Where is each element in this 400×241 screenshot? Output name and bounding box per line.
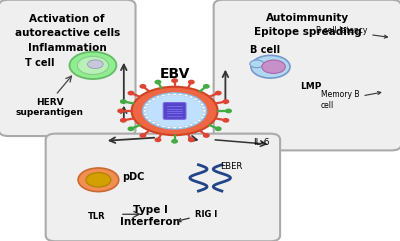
Circle shape	[167, 126, 170, 128]
Text: Epitope spreading: Epitope spreading	[254, 27, 361, 37]
Circle shape	[120, 100, 126, 103]
Text: Autoimmunity: Autoimmunity	[266, 13, 349, 23]
Text: Activation of: Activation of	[30, 14, 105, 24]
Circle shape	[202, 113, 206, 115]
Text: Memory B
cell: Memory B cell	[321, 90, 381, 110]
Circle shape	[200, 116, 204, 118]
Text: autoreactive cells: autoreactive cells	[14, 28, 120, 38]
Circle shape	[223, 100, 229, 103]
Circle shape	[200, 103, 204, 106]
Circle shape	[155, 138, 161, 141]
Ellipse shape	[78, 168, 119, 192]
Circle shape	[184, 94, 188, 97]
FancyBboxPatch shape	[214, 0, 400, 150]
Text: TLR: TLR	[88, 212, 105, 221]
Ellipse shape	[262, 60, 285, 74]
Circle shape	[216, 91, 221, 95]
Circle shape	[118, 109, 124, 113]
Circle shape	[146, 116, 149, 118]
Circle shape	[140, 134, 146, 137]
Ellipse shape	[86, 173, 111, 187]
FancyBboxPatch shape	[46, 134, 280, 241]
Text: T cell: T cell	[26, 58, 55, 68]
Circle shape	[152, 98, 155, 100]
Text: Type I
Interferon: Type I Interferon	[120, 205, 180, 227]
Circle shape	[155, 80, 161, 84]
Ellipse shape	[70, 52, 116, 79]
Circle shape	[179, 94, 182, 96]
Ellipse shape	[251, 55, 290, 78]
Circle shape	[173, 93, 176, 95]
Ellipse shape	[88, 60, 103, 68]
Circle shape	[194, 122, 197, 124]
Circle shape	[184, 125, 188, 127]
Circle shape	[194, 98, 197, 100]
Circle shape	[189, 96, 193, 98]
Circle shape	[146, 103, 149, 106]
Circle shape	[148, 100, 152, 103]
Text: B cell: B cell	[250, 45, 280, 55]
Text: pDC: pDC	[122, 172, 144, 182]
Ellipse shape	[142, 93, 207, 129]
Circle shape	[128, 127, 134, 130]
Ellipse shape	[132, 87, 218, 135]
Text: Inflammation: Inflammation	[28, 43, 106, 53]
Text: RIG I: RIG I	[178, 210, 217, 222]
Circle shape	[173, 127, 176, 129]
Text: HERV
superantigen: HERV superantigen	[16, 98, 84, 117]
Ellipse shape	[77, 56, 108, 74]
Circle shape	[120, 119, 126, 122]
Circle shape	[179, 126, 182, 128]
Circle shape	[202, 110, 206, 112]
Circle shape	[188, 138, 194, 141]
Text: IL-6: IL-6	[253, 138, 270, 147]
Circle shape	[144, 113, 147, 115]
Circle shape	[148, 119, 152, 121]
Text: B cell latency: B cell latency	[316, 26, 388, 38]
Text: EBER: EBER	[220, 162, 242, 171]
Circle shape	[152, 122, 155, 124]
Circle shape	[167, 94, 170, 96]
Circle shape	[172, 140, 177, 143]
Circle shape	[226, 109, 231, 113]
Circle shape	[198, 100, 201, 103]
Circle shape	[216, 127, 221, 130]
Circle shape	[188, 80, 194, 84]
Circle shape	[223, 119, 229, 122]
Circle shape	[172, 79, 177, 82]
Circle shape	[128, 91, 134, 95]
Circle shape	[143, 110, 147, 112]
Circle shape	[204, 85, 209, 88]
Circle shape	[156, 124, 160, 126]
Circle shape	[162, 94, 165, 97]
Circle shape	[162, 125, 165, 127]
Circle shape	[204, 134, 209, 137]
FancyBboxPatch shape	[163, 103, 186, 119]
Circle shape	[144, 107, 147, 109]
Circle shape	[156, 96, 160, 98]
Text: EBV: EBV	[160, 67, 190, 80]
Text: LMP: LMP	[300, 82, 322, 91]
Ellipse shape	[250, 60, 264, 68]
Circle shape	[189, 124, 193, 126]
Circle shape	[198, 119, 201, 121]
Circle shape	[140, 85, 146, 88]
FancyBboxPatch shape	[0, 0, 136, 136]
Circle shape	[202, 107, 206, 109]
